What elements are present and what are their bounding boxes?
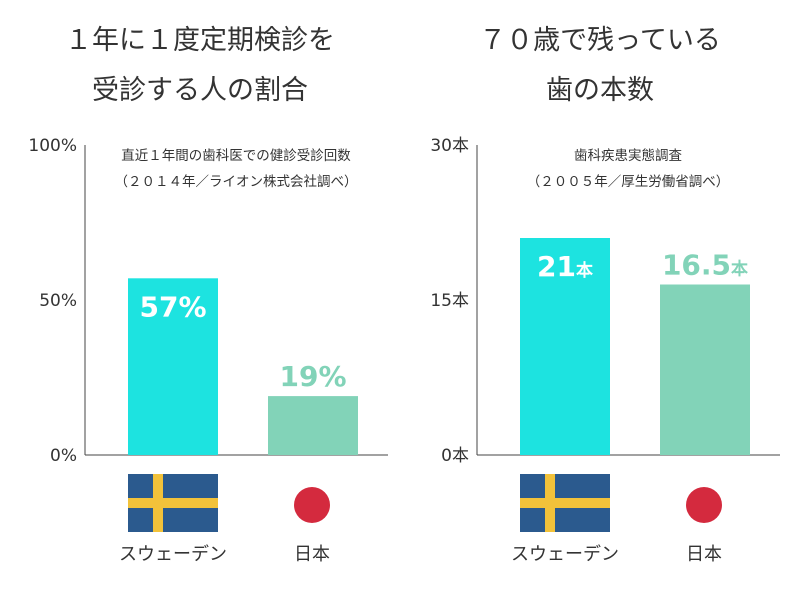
bar <box>520 238 610 455</box>
chart-panel-teeth-count: ７０歳で残っている 歯の本数 0本 15本 30本歯科疾患実態調査 （２００５年／厚生… <box>400 0 800 600</box>
bar <box>660 284 750 455</box>
chart-panel-checkup-rate: １年に１度定期検診を 受診する人の割合 0% 50% 100% 直近１年間の歯科医での… <box>28 25 388 565</box>
bar-value-label: 57% <box>139 290 206 323</box>
chart-subtitle-line: （２０１４年／ライオン株式会社調べ） <box>115 174 358 190</box>
y-tick-label: 30本 <box>430 136 469 156</box>
sweden-flag <box>128 474 218 532</box>
y-tick-label: 0本 <box>441 446 469 466</box>
bar <box>268 396 358 455</box>
sweden-flag <box>520 474 610 532</box>
country-label-japan: 日本 <box>686 544 722 565</box>
country-label-japan: 日本 <box>294 544 330 565</box>
country-label-sweden: スウェーデン <box>511 544 619 565</box>
bar-value-label: 16.5本 <box>662 249 748 282</box>
chart-title-line-2: 受診する人の割合 <box>92 75 308 106</box>
japan-flag <box>686 487 722 523</box>
y-tick-label: 50% <box>39 291 77 311</box>
y-tick-label: 0% <box>50 446 77 466</box>
y-tick-label: 100% <box>28 136 77 156</box>
bar-value-label: 21本 <box>537 250 593 283</box>
japan-flag <box>294 487 330 523</box>
country-label-sweden: スウェーデン <box>119 544 227 565</box>
teeth-count-chart: 0本 15本 30本歯科疾患実態調査 （２００５年／厚生労働省調べ） 21本 16.5本 <box>430 136 780 466</box>
y-tick-label: 15本 <box>430 291 469 311</box>
chart-title-line-1: １年に１度定期検診を <box>65 25 335 56</box>
checkup-rate-chart: 0% 50% 100% 直近１年間の歯科医での健診受診回数 （２０１４年／ライオン株式会… <box>28 136 388 466</box>
chart-subtitle-line: 直近１年間の歯科医での健診受診回数 <box>121 148 351 164</box>
bar-value-label: 19% <box>279 360 346 393</box>
chart-title-line-1: ７０歳で残っている <box>479 25 721 56</box>
bar <box>128 278 218 455</box>
chart-subtitle-line: （２００５年／厚生労働省調べ） <box>527 174 730 190</box>
chart-subtitle-line: 歯科疾患実態調査 <box>574 148 682 164</box>
chart-title-line-2: 歯の本数 <box>546 75 654 106</box>
